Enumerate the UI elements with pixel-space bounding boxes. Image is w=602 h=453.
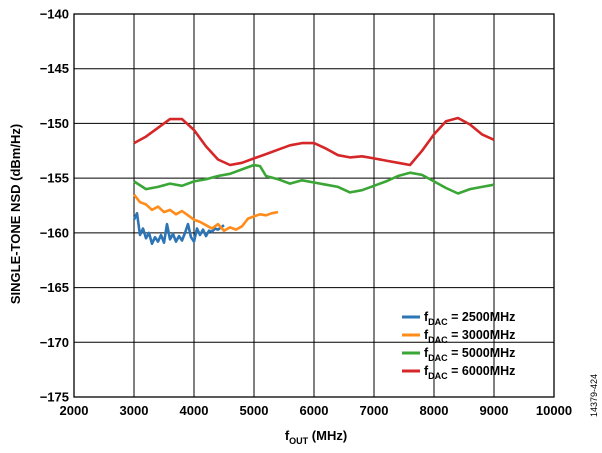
- legend-label: fDAC = 5000MHz: [424, 346, 515, 363]
- series-line: [133, 116, 495, 167]
- x-tick-label: 7000: [360, 403, 389, 418]
- y-tick-labels: −140 −145 −150 −155 −160 −165 −170 −175: [40, 7, 69, 405]
- y-tick-label: −145: [40, 61, 69, 76]
- y-axis-label: SINGLE-TONE NSD (dBm/Hz): [8, 124, 23, 304]
- series-line: [133, 163, 495, 195]
- y-tick-label: −175: [40, 390, 69, 405]
- x-tick-label: 3000: [120, 403, 149, 418]
- y-tick-label: −140: [40, 7, 69, 22]
- x-tick-label: 8000: [420, 403, 449, 418]
- legend-label: fDAC = 3000MHz: [424, 328, 515, 345]
- x-axis-label: fOUT (MHz): [285, 428, 347, 446]
- y-tick-label: −165: [40, 280, 69, 295]
- x-tick-label: 9000: [480, 403, 509, 418]
- series-line: [132, 193, 279, 232]
- series-layer: [132, 116, 495, 246]
- figure-id: 14379-424: [589, 374, 599, 417]
- x-tick-label: 10000: [536, 403, 572, 418]
- x-tick-label: 6000: [300, 403, 329, 418]
- x-tick-labels: 2000 3000 4000 5000 6000 7000 8000 9000 10000: [60, 403, 573, 418]
- x-tick-label: 2000: [60, 403, 89, 418]
- legend-label: fDAC = 6000MHz: [424, 364, 515, 381]
- y-tick-label: −170: [40, 335, 69, 350]
- plot-frame: [73, 13, 555, 398]
- y-tick-label: −160: [40, 225, 69, 240]
- x-tick-label: 4000: [180, 403, 209, 418]
- y-tick-label: −155: [40, 171, 69, 186]
- x-tick-label: 5000: [240, 403, 269, 418]
- legend-label: fDAC = 2500MHz: [424, 310, 515, 327]
- series-line: [132, 211, 225, 246]
- y-tick-label: −150: [40, 116, 69, 131]
